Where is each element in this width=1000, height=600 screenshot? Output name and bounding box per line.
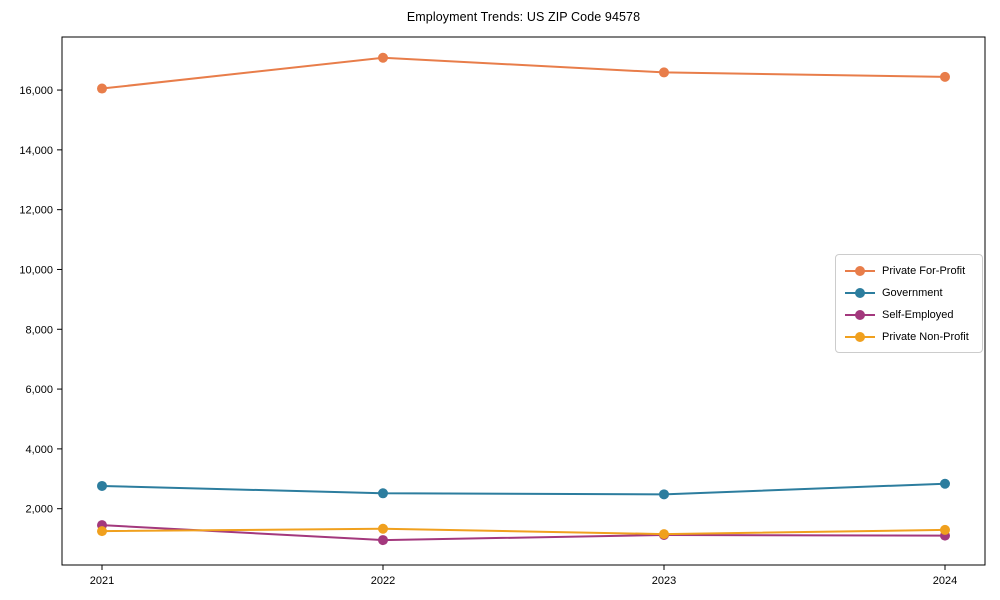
legend-entry: Government bbox=[845, 284, 974, 301]
data-point bbox=[97, 480, 107, 491]
data-point bbox=[940, 478, 950, 489]
series-line bbox=[101, 524, 946, 542]
y-tick-label: 6,000 bbox=[25, 384, 53, 396]
y-tick-label: 10,000 bbox=[19, 264, 53, 276]
y-tick-label: 4,000 bbox=[25, 444, 53, 456]
x-tick-label: 2021 bbox=[90, 575, 114, 587]
y-tick-label: 2,000 bbox=[25, 504, 53, 516]
data-point bbox=[940, 71, 950, 82]
series-line bbox=[101, 527, 946, 536]
y-tick-label: 8,000 bbox=[25, 324, 53, 336]
legend-entry: Private Non-Profit bbox=[845, 328, 974, 345]
y-tick-label: 16,000 bbox=[19, 85, 53, 97]
data-point bbox=[940, 524, 950, 535]
series-line bbox=[101, 56, 946, 90]
legend-entry: Self-Employed bbox=[845, 306, 974, 323]
legend-label: Private For-Profit bbox=[882, 264, 966, 277]
data-point bbox=[378, 535, 388, 546]
data-point bbox=[378, 523, 388, 534]
legend-label: Self-Employed bbox=[882, 308, 954, 321]
legend-line-marker-icon bbox=[845, 287, 875, 299]
legend-label: Government bbox=[882, 286, 943, 299]
data-point bbox=[378, 52, 388, 63]
series-private-for-profit bbox=[97, 52, 950, 94]
chart-title: Employment Trends: US ZIP Code 94578 bbox=[406, 10, 641, 24]
legend-label: Private Non-Profit bbox=[882, 330, 969, 343]
data-point bbox=[378, 488, 388, 499]
series-government bbox=[97, 478, 950, 500]
legend-line-marker-icon bbox=[845, 331, 875, 343]
data-point bbox=[659, 67, 669, 78]
data-point bbox=[97, 83, 107, 94]
x-tick-label: 2022 bbox=[371, 575, 395, 587]
data-point bbox=[659, 489, 669, 500]
data-point bbox=[659, 529, 669, 540]
y-tick-label: 12,000 bbox=[19, 205, 53, 217]
legend: Private For-Profit Government Self-Employe… bbox=[835, 254, 983, 353]
data-point bbox=[97, 526, 107, 537]
series-private-non-profit bbox=[97, 523, 950, 540]
legend-line-marker-icon bbox=[845, 309, 875, 321]
legend-entry: Private For-Profit bbox=[845, 262, 974, 279]
axes-frame bbox=[61, 36, 986, 566]
legend-line-marker-icon bbox=[845, 265, 875, 277]
series-line bbox=[101, 482, 946, 496]
y-tick-label: 14,000 bbox=[19, 145, 53, 157]
x-tick-label: 2023 bbox=[652, 575, 676, 587]
x-tick-label: 2024 bbox=[933, 575, 957, 587]
